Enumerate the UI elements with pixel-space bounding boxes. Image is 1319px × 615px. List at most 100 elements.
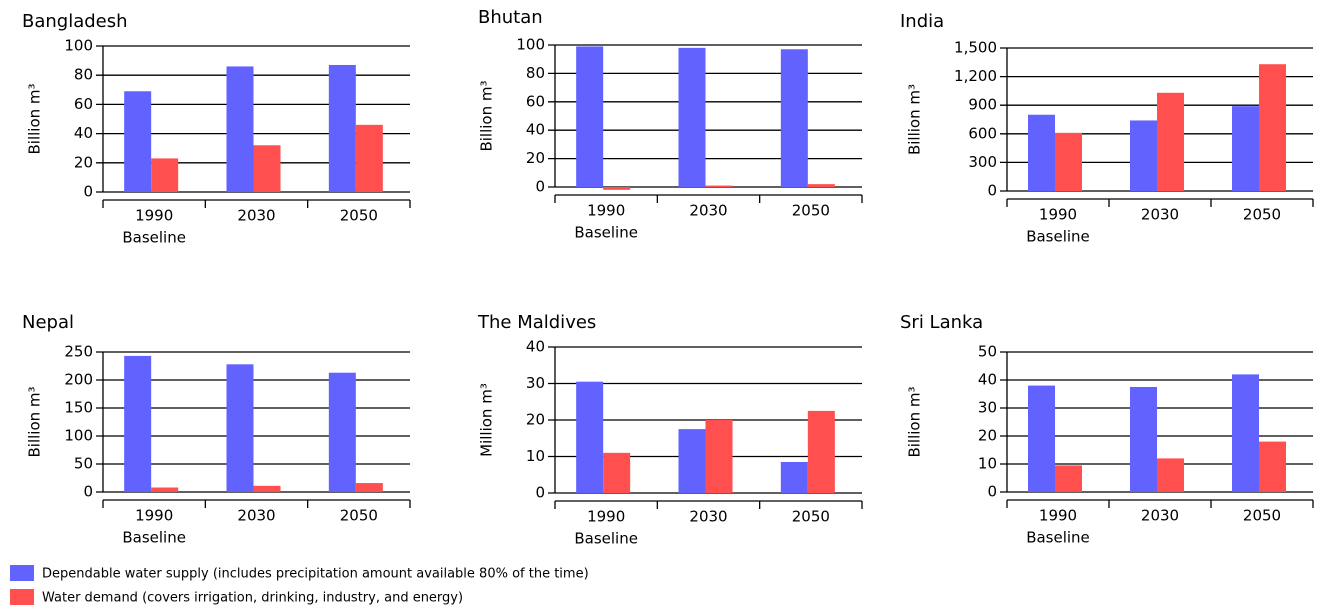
x-tick-label: 2050: [340, 507, 378, 525]
bar: [226, 364, 254, 492]
bar: [124, 355, 152, 492]
y-tick-label: 900: [968, 96, 997, 114]
y-tick-label: 50: [978, 343, 997, 361]
bar: [1055, 465, 1082, 492]
bar: [1157, 92, 1184, 191]
bar: [576, 46, 604, 187]
chart-title: Nepal: [22, 312, 74, 333]
chart-title: Bhutan: [478, 7, 543, 28]
x-note: Baseline: [574, 224, 638, 242]
bar: [1130, 120, 1157, 191]
chart-title: India: [900, 11, 944, 32]
legend-swatch: [10, 589, 34, 605]
y-tick-label: 0: [83, 183, 93, 201]
x-tick-label: 2050: [1243, 507, 1281, 525]
bar: [1259, 441, 1286, 492]
y-tick-label: 80: [526, 64, 545, 82]
bar: [355, 124, 383, 192]
x-tick-label: 2050: [792, 508, 830, 526]
y-axis-label: Billion m³: [478, 80, 496, 151]
bar: [807, 410, 835, 493]
x-tick-label: 2030: [689, 508, 727, 526]
x-tick-label: 2030: [1141, 206, 1179, 224]
y-tick-label: 30: [526, 374, 545, 392]
x-tick-label: 2050: [1243, 206, 1281, 224]
y-tick-label: 1,200: [954, 67, 997, 85]
bar: [151, 158, 179, 192]
y-tick-label: 30: [978, 399, 997, 417]
y-tick-label: 40: [526, 121, 545, 139]
bar: [1055, 132, 1082, 191]
y-axis-label: Million m³: [478, 383, 496, 457]
y-tick-label: 10: [978, 455, 997, 473]
bar: [1130, 387, 1157, 492]
legend-swatch: [10, 565, 34, 581]
chart-title: The Maldives: [477, 312, 596, 333]
y-tick-label: 600: [968, 124, 997, 142]
bar: [780, 49, 808, 188]
y-tick-label: 40: [978, 371, 997, 389]
y-tick-label: 0: [987, 182, 997, 200]
y-tick-label: 50: [74, 455, 93, 473]
y-tick-label: 150: [64, 399, 93, 417]
y-tick-label: 100: [516, 36, 545, 54]
y-tick-label: 1,500: [954, 39, 997, 57]
bar: [603, 187, 631, 190]
bar: [1157, 458, 1184, 492]
y-tick-label: 100: [64, 427, 93, 445]
y-tick-label: 40: [74, 124, 93, 142]
bar: [780, 461, 808, 493]
bar: [253, 145, 281, 192]
x-tick-label: 2050: [792, 202, 830, 220]
bar: [151, 487, 179, 492]
y-tick-label: 0: [535, 178, 545, 196]
y-tick-label: 20: [74, 153, 93, 171]
y-tick-label: 250: [64, 343, 93, 361]
y-tick-label: 20: [526, 411, 545, 429]
bar: [678, 429, 706, 493]
x-tick-label: 1990: [135, 507, 173, 525]
y-tick-label: 100: [64, 37, 93, 55]
y-tick-label: 60: [74, 95, 93, 113]
x-tick-label: 2030: [237, 207, 275, 225]
bar: [603, 452, 631, 493]
x-tick-label: 2030: [689, 202, 727, 220]
x-tick-label: 1990: [587, 202, 625, 220]
x-note: Baseline: [1026, 529, 1090, 547]
y-tick-label: 40: [526, 338, 545, 356]
bar: [124, 91, 152, 192]
bar: [1259, 64, 1286, 191]
bar: [705, 420, 733, 493]
x-tick-label: 1990: [1039, 206, 1077, 224]
y-tick-label: 20: [526, 149, 545, 167]
x-tick-label: 2030: [1141, 507, 1179, 525]
bar: [1232, 106, 1259, 191]
y-axis-label: Billion m³: [906, 84, 924, 155]
y-tick-label: 0: [535, 484, 545, 502]
bar: [328, 372, 356, 492]
bar: [328, 64, 356, 192]
chart-title: Sri Lanka: [900, 312, 983, 333]
y-tick-label: 0: [83, 483, 93, 501]
bar: [1028, 385, 1055, 492]
x-tick-label: 1990: [1039, 507, 1077, 525]
y-axis-label: Billion m³: [26, 386, 44, 457]
bar: [807, 184, 835, 187]
bar: [705, 185, 733, 187]
bar: [576, 381, 604, 493]
bar: [1028, 114, 1055, 191]
x-note: Baseline: [574, 530, 638, 548]
bar: [253, 485, 281, 492]
y-tick-label: 60: [526, 92, 545, 110]
x-note: Baseline: [122, 529, 186, 547]
y-axis-label: Billion m³: [906, 386, 924, 457]
bar: [678, 47, 706, 188]
y-tick-label: 0: [987, 483, 997, 501]
bar: [226, 66, 254, 192]
bar: [355, 483, 383, 492]
x-tick-label: 1990: [135, 207, 173, 225]
x-note: Baseline: [1026, 228, 1090, 246]
y-tick-label: 10: [526, 447, 545, 465]
legend-label: Water demand (covers irrigation, drinkin…: [42, 591, 463, 606]
